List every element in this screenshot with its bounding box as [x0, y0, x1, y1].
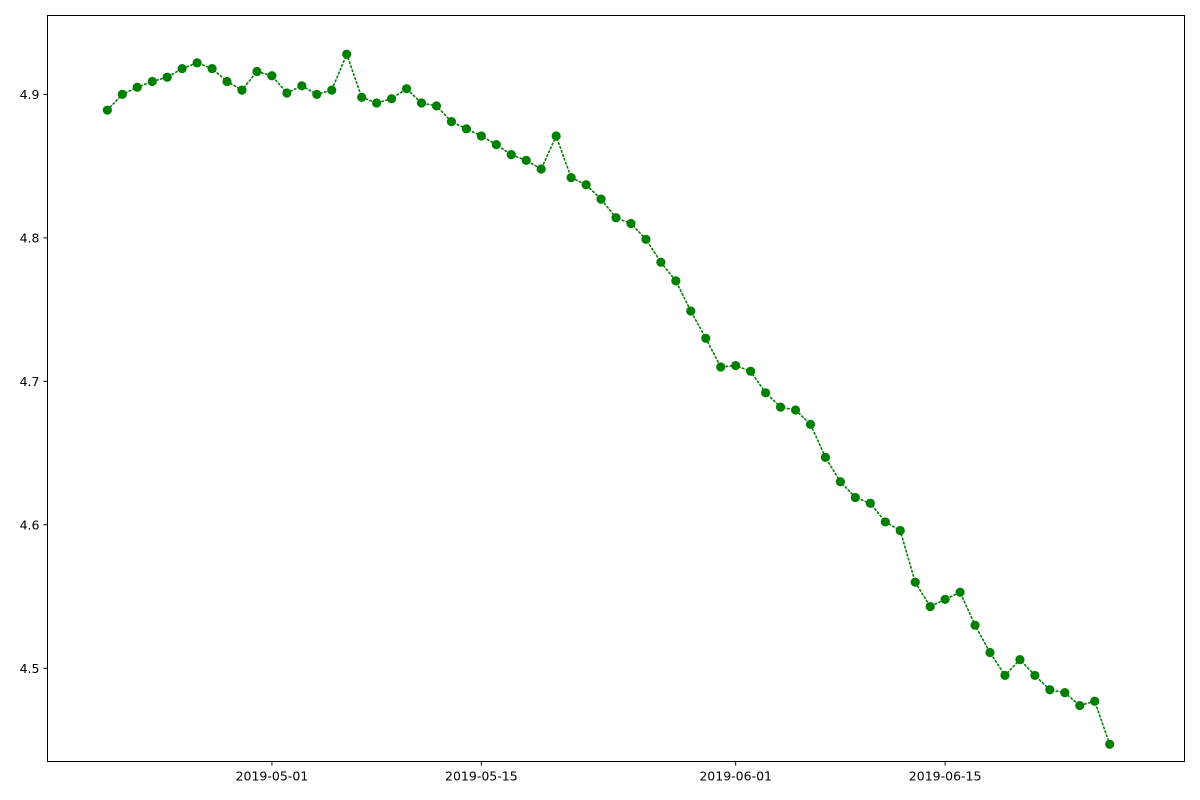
data-point: [1090, 696, 1100, 706]
data-point: [521, 155, 531, 165]
x-tick-label: 2019-05-15: [445, 769, 518, 784]
data-point: [835, 477, 846, 487]
x-axis: 2019-05-01 2019-05-15 2019-06-01 2019-06-15: [236, 761, 982, 784]
data-point: [865, 498, 875, 508]
data-point: [357, 92, 367, 102]
data-point: [1030, 670, 1040, 681]
data-point: [596, 194, 606, 204]
data-point: [401, 84, 412, 94]
data-point: [312, 89, 322, 100]
data-point: [1015, 655, 1025, 665]
data-point: [237, 85, 247, 95]
data-point: [252, 66, 262, 77]
data-point: [985, 647, 995, 658]
data-point: [282, 88, 292, 98]
data-point: [491, 140, 501, 150]
data-point: [925, 601, 935, 612]
data-point: [895, 525, 905, 536]
data-point: [850, 492, 860, 503]
data-point: [1105, 739, 1115, 749]
data-point: [132, 82, 142, 92]
data-point: [805, 419, 816, 429]
series-line: [106, 51, 1111, 746]
data-point: [117, 89, 127, 100]
data-point: [431, 101, 442, 111]
data-point: [506, 150, 516, 160]
data-point: [342, 49, 352, 59]
data-point: [820, 452, 831, 462]
data-point: [162, 72, 172, 82]
data-point: [327, 85, 337, 95]
data-point: [611, 213, 621, 223]
data-point: [476, 131, 486, 141]
data-point: [1045, 685, 1055, 695]
data-point: [746, 366, 756, 376]
data-point: [671, 276, 681, 286]
plot-frame: [47, 15, 1185, 762]
data-point: [461, 124, 471, 134]
data-point: [297, 81, 307, 91]
data-point: [955, 587, 965, 597]
data-point: [177, 63, 187, 74]
data-point: [372, 98, 382, 108]
data-point: [701, 333, 711, 343]
data-point: [566, 173, 576, 183]
data-point: [192, 58, 202, 68]
y-axis: 4.5 4.6 4.7 4.8 4.9: [20, 87, 48, 676]
data-point: [446, 117, 457, 127]
data-point: [536, 164, 546, 174]
data-point: [222, 76, 232, 87]
data-point: [626, 218, 636, 229]
data-point: [416, 98, 427, 108]
data-point: [940, 594, 950, 604]
data-point: [686, 306, 696, 316]
data-point: [1000, 670, 1010, 681]
data-point: [775, 402, 786, 412]
data-point: [656, 257, 666, 267]
data-point: [102, 105, 112, 115]
data-point: [1075, 700, 1085, 711]
x-tick-label: 2019-06-01: [699, 769, 772, 784]
data-point: [581, 180, 591, 190]
y-tick-label: 4.8: [20, 230, 40, 245]
x-tick-label: 2019-06-15: [909, 769, 982, 784]
data-point: [207, 63, 217, 74]
data-point: [147, 76, 157, 87]
data-point: [386, 94, 397, 104]
data-point: [761, 388, 771, 398]
data-point: [641, 234, 651, 244]
data-point: [716, 362, 726, 372]
data-point: [910, 577, 920, 587]
data-point: [970, 620, 980, 630]
data-point: [790, 405, 801, 415]
y-tick-label: 4.6: [20, 517, 40, 532]
data-point: [267, 71, 277, 81]
data-point: [731, 360, 741, 371]
data-point: [880, 517, 890, 527]
data-point: [551, 131, 561, 141]
series-layer: [102, 49, 1115, 749]
y-tick-label: 4.5: [20, 661, 40, 676]
data-point: [1060, 688, 1070, 698]
x-tick-label: 2019-05-01: [236, 769, 309, 784]
y-tick-label: 4.9: [20, 87, 40, 102]
y-tick-label: 4.7: [20, 374, 40, 389]
